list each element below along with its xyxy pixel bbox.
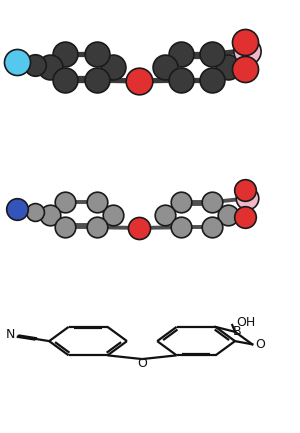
Point (163, 64, 167, 71)
Point (210, 51, 215, 58)
Point (94, 77, 99, 84)
Point (178, 77, 183, 84)
Point (136, 78, 141, 84)
Point (210, 199, 215, 206)
Text: N: N (6, 329, 15, 342)
Point (14, 206, 19, 213)
Point (178, 224, 183, 231)
Point (94, 199, 99, 206)
Point (47, 64, 52, 71)
Point (32, 61, 37, 68)
Point (94, 51, 99, 58)
Point (63, 224, 68, 231)
Point (47, 211, 52, 218)
Point (178, 51, 183, 58)
Point (244, 47, 249, 54)
Point (226, 64, 230, 71)
Point (163, 211, 167, 218)
Point (210, 224, 215, 231)
Point (244, 195, 249, 202)
Point (242, 66, 247, 73)
Point (14, 58, 19, 65)
Text: OH: OH (236, 317, 256, 330)
Point (110, 64, 115, 71)
Point (136, 224, 141, 231)
Point (242, 213, 247, 220)
Text: O: O (137, 357, 147, 370)
Point (63, 51, 68, 58)
Point (243, 39, 248, 46)
Point (178, 199, 183, 206)
Point (32, 209, 37, 216)
Point (226, 211, 230, 218)
Point (210, 77, 215, 84)
Text: O: O (255, 338, 265, 351)
Text: B: B (233, 325, 242, 338)
Point (94, 224, 99, 231)
Text: alamy - HWXJPN: alamy - HWXJPN (106, 412, 194, 422)
Point (243, 187, 248, 194)
Point (63, 77, 68, 84)
Point (110, 211, 115, 218)
Point (63, 199, 68, 206)
